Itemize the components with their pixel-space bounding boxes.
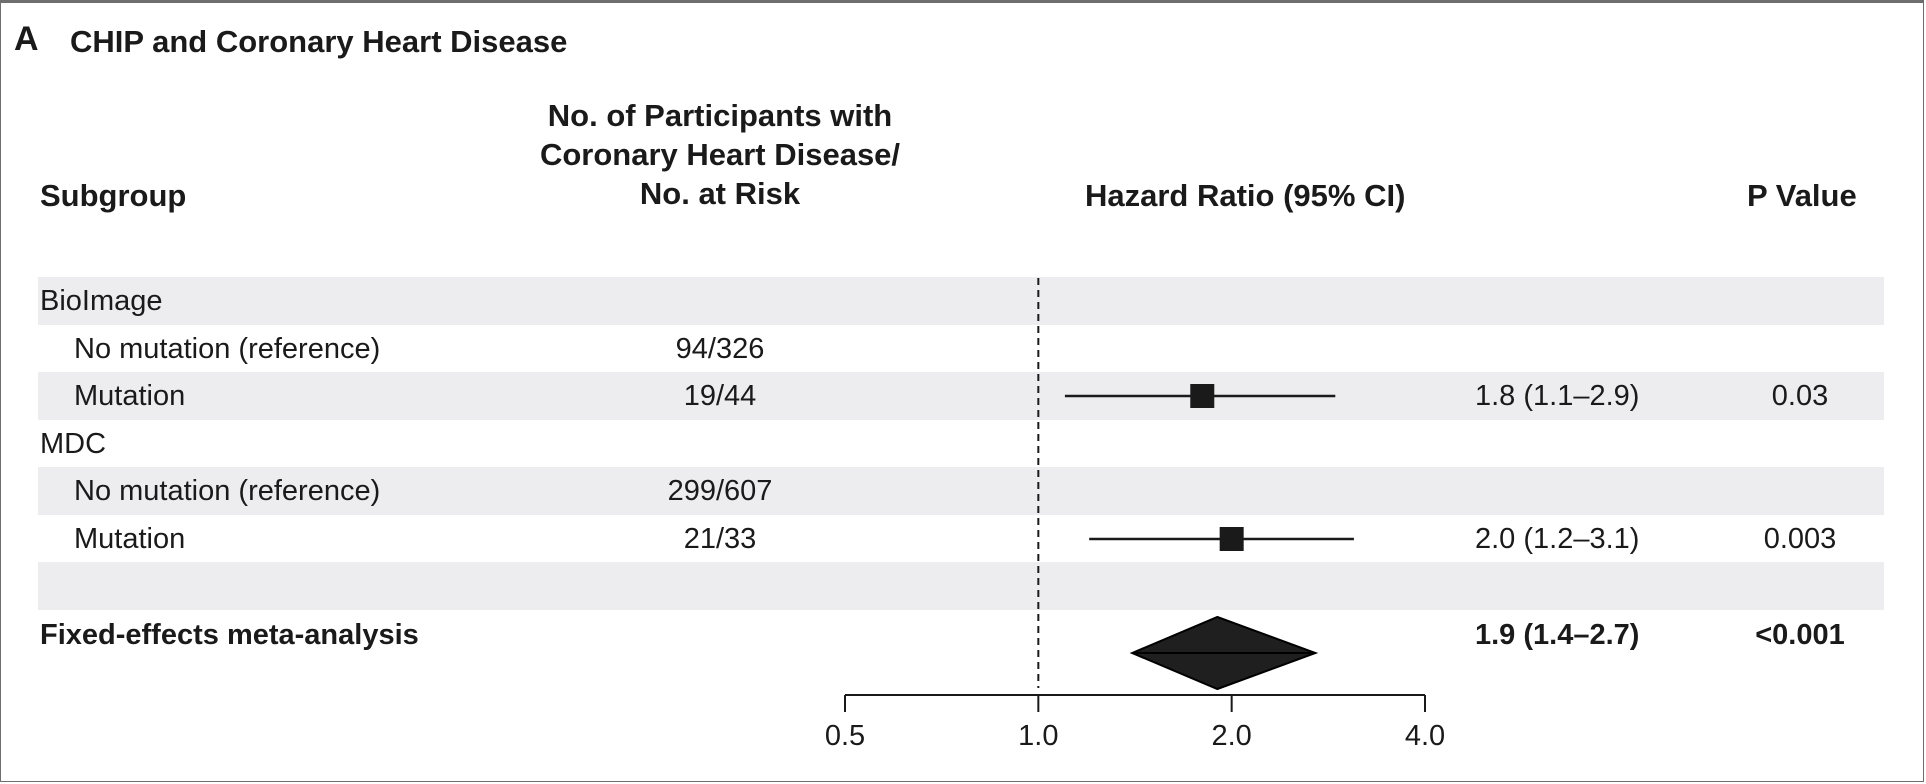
- header-participant-count: No. of Participants with Coronary Heart …: [510, 96, 930, 213]
- row-label-meta-analysis: Fixed-effects meta-analysis: [40, 619, 419, 651]
- x-axis-tick-label: 0.5: [825, 720, 865, 752]
- row-p-meta-analysis: <0.001: [1755, 619, 1845, 651]
- point-estimate-square: [1190, 384, 1215, 408]
- row-label-mdc-mutation: Mutation: [74, 523, 186, 555]
- header-count-line-3: No. at Risk: [639, 176, 801, 211]
- row-hr-meta-analysis: 1.9 (1.4–2.7): [1475, 619, 1640, 651]
- x-axis-tick-label: 1.0: [1018, 720, 1058, 752]
- row-band-empty: [38, 562, 1884, 610]
- row-label-mdc-no-mutation: No mutation (reference): [74, 475, 381, 507]
- point-estimate-square: [1219, 527, 1244, 551]
- row-p-mdc-mutation: 0.003: [1763, 523, 1837, 555]
- header-count-line-1: No. of Participants with: [547, 98, 893, 133]
- x-axis-tick-label: 4.0: [1405, 720, 1445, 752]
- row-count-mdc-no-mutation: 299/607: [667, 475, 773, 507]
- row-band-mdc-no-mutation: [38, 467, 1884, 515]
- header-subgroup: Subgroup: [40, 178, 187, 213]
- row-count-bioimage-mutation: 19/44: [683, 380, 757, 412]
- header-hazard-ratio: Hazard Ratio (95% CI): [1085, 178, 1406, 213]
- row-label-bioimage-mutation: Mutation: [74, 380, 186, 412]
- row-band-bioimage: [38, 277, 1884, 325]
- header-count-line-2: Coronary Heart Disease/: [539, 137, 901, 172]
- header-p-value: P Value: [1747, 178, 1857, 213]
- row-count-bioimage-no-mutation: 94/326: [675, 333, 765, 365]
- panel-letter: A: [14, 20, 39, 58]
- panel-title: CHIP and Coronary Heart Disease: [70, 24, 568, 59]
- x-axis-tick-label: 2.0: [1212, 720, 1252, 752]
- row-label-bioimage: BioImage: [40, 285, 163, 317]
- row-label-mdc: MDC: [40, 428, 107, 460]
- row-hr-mdc-mutation: 2.0 (1.2–3.1): [1475, 523, 1640, 555]
- row-hr-bioimage-mutation: 1.8 (1.1–2.9): [1475, 380, 1640, 412]
- row-count-mdc-mutation: 21/33: [683, 523, 757, 555]
- row-band-bioimage-mutation: [38, 372, 1884, 420]
- row-p-bioimage-mutation: 0.03: [1771, 380, 1829, 412]
- row-label-bioimage-no-mutation: No mutation (reference): [74, 333, 381, 365]
